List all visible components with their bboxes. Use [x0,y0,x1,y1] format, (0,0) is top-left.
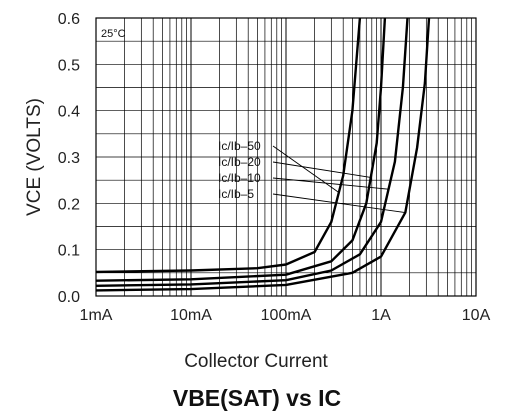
tick-labels: 1mA 10mA 100mA 1A 10A 0.0 0.1 0.2 0.3 0.4 0.5 0.6 [58,11,491,324]
y-axis-title: VCE (VOLTS) [24,98,45,216]
x-axis-title: Collector Current [184,351,328,372]
plot-frame [95,17,477,297]
series-line-ic-ib-20 [95,17,387,282]
chart-title: VBE(SAT) vs IC [173,385,341,411]
x-tick-label: 1mA [80,307,113,324]
y-tick-label: 0.4 [58,104,80,121]
y-tick-label: 0.1 [58,243,80,260]
x-tick-label: 10mA [170,307,212,324]
x-tick-label: 1A [371,307,391,324]
x-tick-label: 10A [462,307,491,324]
x-tick-label: 100mA [261,307,312,324]
grid [95,17,476,297]
y-tick-label: 0.0 [58,289,80,306]
series-annotation: Ic/Ib–10 [218,171,261,185]
y-tick-label: 0.6 [58,11,80,28]
y-tick-label: 0.5 [58,57,80,74]
annotation-leader [272,145,340,193]
series-annotation: Ic/Ib–20 [218,155,261,169]
y-tick-label: 0.2 [58,196,80,213]
series-annotation: Ic/Ib–5 [218,187,254,201]
annotation-leaders [272,145,406,214]
series-line-ic-ib-10 [95,17,409,287]
series-line-ic-ib-5 [95,17,431,292]
series-annotation: Ic/Ib–50 [218,139,261,153]
temperature-label: 25°C [101,28,126,40]
annotation-leader [272,161,371,178]
curves [95,17,431,292]
series-line-ic-ib-50 [95,17,362,274]
y-tick-label: 0.3 [58,150,80,167]
annotation-leader [272,193,406,214]
series-annotations: Ic/Ib–50 Ic/Ib–20 Ic/Ib–10 Ic/Ib–5 [218,139,261,201]
annotation-leader [272,177,389,190]
